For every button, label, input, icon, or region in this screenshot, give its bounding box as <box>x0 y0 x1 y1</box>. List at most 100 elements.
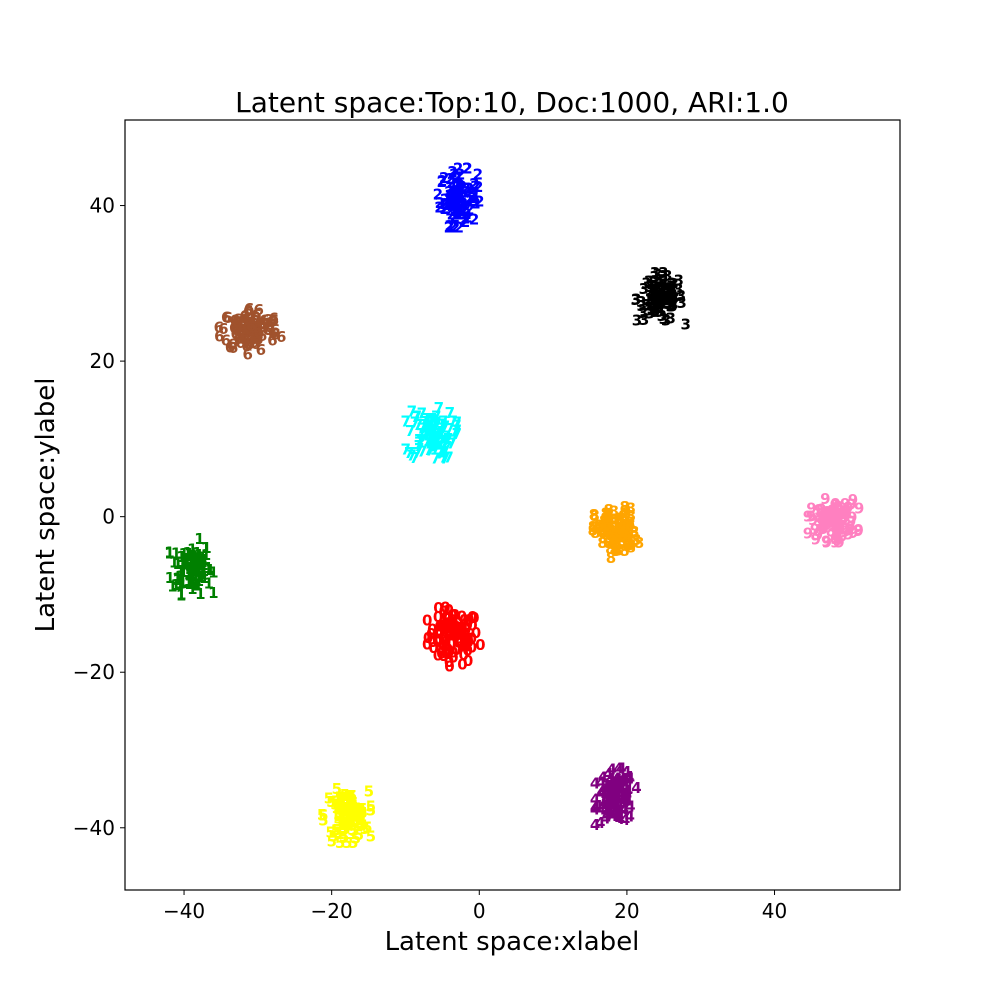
point-marker: 1 <box>184 560 194 578</box>
point-marker: 8 <box>601 520 611 538</box>
point-marker: 3 <box>650 296 660 314</box>
point-marker: 6 <box>251 318 261 336</box>
point-marker: 5 <box>342 801 352 819</box>
point-marker: 0 <box>435 639 445 657</box>
point-marker: 9 <box>825 514 835 532</box>
point-marker: 0 <box>443 645 453 663</box>
point-marker: 6 <box>252 327 262 345</box>
point-marker: 7 <box>438 438 448 456</box>
point-marker: 8 <box>625 514 635 532</box>
point-marker: 9 <box>832 529 842 547</box>
point-marker: 5 <box>331 792 341 810</box>
point-marker: 6 <box>243 316 253 334</box>
point-marker: 8 <box>600 513 610 531</box>
point-marker: 2 <box>461 200 471 218</box>
point-marker: 6 <box>256 315 266 333</box>
point-marker: 6 <box>254 323 264 341</box>
point-marker: 9 <box>831 518 841 536</box>
point-marker: 1 <box>164 545 174 563</box>
point-marker: 4 <box>603 806 613 824</box>
point-marker: 3 <box>657 307 667 325</box>
point-marker: 3 <box>654 296 664 314</box>
y-tick-label: −40 <box>73 816 115 840</box>
point-marker: 0 <box>426 625 436 643</box>
point-marker: 4 <box>616 759 626 777</box>
point-marker: 3 <box>650 278 660 296</box>
point-marker: 5 <box>346 789 356 807</box>
point-marker: 8 <box>613 528 623 546</box>
point-marker: 3 <box>658 276 668 294</box>
point-marker: 1 <box>193 562 203 580</box>
point-marker: 2 <box>445 187 455 205</box>
point-marker: 9 <box>810 531 820 549</box>
point-marker: 8 <box>613 511 623 529</box>
point-marker: 6 <box>218 320 228 338</box>
point-marker: 8 <box>614 527 624 545</box>
point-marker: 4 <box>608 781 618 799</box>
point-marker: 9 <box>853 521 863 539</box>
point-marker: 8 <box>600 504 610 522</box>
point-marker: 5 <box>366 828 376 846</box>
point-marker: 3 <box>652 290 662 308</box>
point-marker: 7 <box>429 415 439 433</box>
point-marker: 2 <box>445 195 455 213</box>
point-marker: 1 <box>183 563 193 581</box>
point-marker: 8 <box>616 533 626 551</box>
point-marker: 0 <box>457 655 467 673</box>
point-marker: 2 <box>447 187 457 205</box>
point-marker: 0 <box>452 625 462 643</box>
point-marker: 8 <box>616 511 626 529</box>
point-marker: 9 <box>821 532 831 550</box>
point-marker: 0 <box>460 627 470 645</box>
point-marker: 5 <box>332 821 342 839</box>
point-marker: 6 <box>242 320 252 338</box>
point-marker: 8 <box>619 502 629 520</box>
point-marker: 3 <box>636 293 646 311</box>
point-marker: 2 <box>446 192 456 210</box>
point-marker: 8 <box>594 516 604 534</box>
point-marker: 9 <box>845 518 855 536</box>
point-marker: 3 <box>630 291 640 309</box>
point-marker: 2 <box>453 189 463 207</box>
point-marker: 5 <box>335 791 345 809</box>
point-marker: 9 <box>830 507 840 525</box>
point-marker: 4 <box>624 807 634 825</box>
point-marker: 5 <box>338 801 348 819</box>
point-marker: 2 <box>451 191 461 209</box>
point-marker: 5 <box>341 802 351 820</box>
point-marker: 9 <box>839 509 849 527</box>
point-marker: 2 <box>443 190 453 208</box>
point-marker: 1 <box>185 566 195 584</box>
point-marker: 9 <box>835 516 845 534</box>
point-marker: 1 <box>169 553 179 571</box>
point-marker: 3 <box>652 265 662 283</box>
point-marker: 9 <box>826 508 836 526</box>
point-marker: 4 <box>602 781 612 799</box>
point-marker: 2 <box>452 169 462 187</box>
point-marker: 9 <box>821 504 831 522</box>
point-marker: 9 <box>803 508 813 526</box>
point-marker: 7 <box>421 416 431 434</box>
point-marker: 8 <box>624 525 634 543</box>
point-marker: 0 <box>440 620 450 638</box>
point-marker: 6 <box>237 321 247 339</box>
point-marker: 0 <box>437 618 447 636</box>
point-marker: 6 <box>249 333 259 351</box>
point-marker: 7 <box>437 423 447 441</box>
point-marker: 1 <box>194 562 204 580</box>
point-marker: 5 <box>342 807 352 825</box>
point-marker: 0 <box>441 637 451 655</box>
point-marker: 8 <box>612 527 622 545</box>
point-marker: 9 <box>820 490 830 508</box>
point-marker: 8 <box>609 514 619 532</box>
point-marker: 4 <box>596 774 606 792</box>
point-marker: 5 <box>347 794 357 812</box>
point-marker: 1 <box>191 570 201 588</box>
point-marker: 0 <box>434 624 444 642</box>
point-marker: 1 <box>191 558 201 576</box>
point-marker: 0 <box>427 621 437 639</box>
point-marker: 5 <box>333 799 343 817</box>
point-marker: 8 <box>589 506 599 524</box>
point-marker: 2 <box>455 185 465 203</box>
